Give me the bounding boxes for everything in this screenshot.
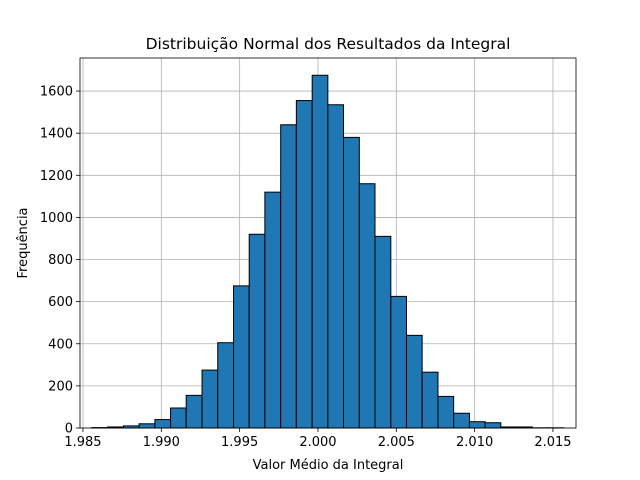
y-tick-label: 1400: [40, 127, 73, 142]
x-tick-label: 2.015: [534, 435, 571, 450]
bar: [248, 233, 266, 429]
bar: [201, 369, 219, 429]
bar: [484, 422, 502, 429]
y-tick-label: 0: [65, 422, 73, 437]
y-tick-label: 1200: [40, 169, 73, 184]
bar: [453, 412, 470, 429]
bar: [390, 295, 407, 429]
y-tick-label: 600: [48, 295, 73, 310]
bar: [358, 183, 376, 429]
x-tick-label: 2.010: [456, 435, 493, 450]
bar: [264, 191, 282, 429]
y-tick-label: 1600: [40, 85, 73, 100]
bar: [185, 394, 203, 429]
bar: [233, 285, 250, 429]
bar: [295, 100, 313, 429]
bar: [138, 423, 156, 429]
x-tick-label: 1.985: [64, 435, 101, 450]
chart-title: Distribuição Normal dos Resultados da In…: [146, 35, 511, 53]
x-tick-label: 2.005: [378, 435, 415, 450]
bar: [280, 124, 297, 429]
y-axis-label: Frequência: [16, 207, 31, 278]
bar: [374, 235, 392, 429]
x-tick-label: 1.990: [143, 435, 180, 450]
x-tick-label: 2.000: [299, 435, 336, 450]
y-tick-label: 400: [48, 337, 73, 352]
y-tick-label: 800: [48, 253, 73, 268]
y-tick-label: 200: [48, 379, 73, 394]
bar: [327, 104, 345, 429]
bar: [421, 371, 439, 429]
bar: [170, 407, 187, 429]
bar: [154, 419, 172, 429]
x-axis-label: Valor Médio da Integral: [253, 458, 404, 473]
bar: [437, 395, 455, 429]
plot-frame: [79, 57, 577, 429]
bar: [468, 421, 486, 429]
bar: [343, 136, 360, 429]
bar: [311, 74, 329, 429]
bar: [217, 342, 235, 429]
x-tick-label: 1.995: [221, 435, 258, 450]
bar: [405, 334, 423, 429]
y-tick-label: 1000: [40, 211, 73, 226]
